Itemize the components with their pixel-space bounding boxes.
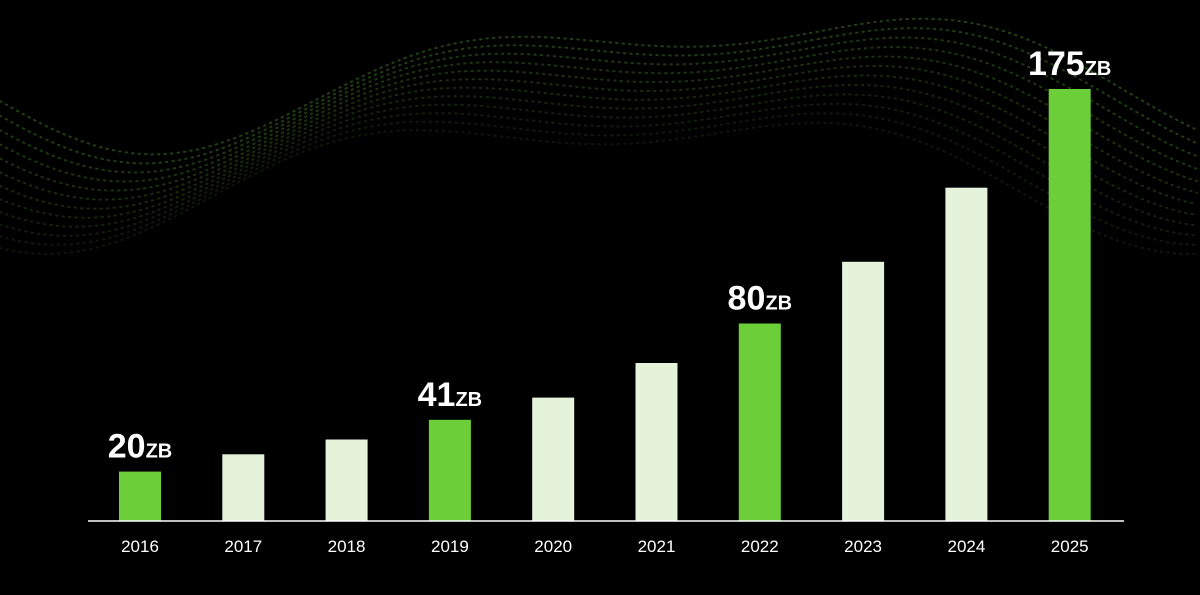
data-label-number: 80	[728, 280, 766, 318]
bars-group	[119, 89, 1091, 521]
data-label-2025: 175ZB	[1028, 45, 1111, 83]
bar-2021	[635, 363, 678, 521]
data-label-unit: ZB	[1085, 58, 1112, 80]
wave-dot-line	[0, 46, 1198, 183]
data-label-number: 41	[418, 376, 456, 414]
dotted-wave-decoration	[0, 17, 1198, 255]
wave-dot-line	[0, 74, 1198, 210]
x-tick-label-2023: 2023	[844, 537, 882, 556]
wave-dot-line	[0, 121, 1198, 255]
bar-2019	[428, 419, 471, 521]
data-label-2016: 20ZB	[108, 428, 173, 466]
wave-dot-line	[0, 55, 1198, 192]
x-tick-label-2020: 2020	[534, 537, 572, 556]
bar-2023	[842, 261, 885, 521]
data-label-2022: 80ZB	[728, 280, 793, 318]
data-label-number: 20	[108, 428, 146, 466]
bar-2017	[222, 454, 265, 521]
x-tick-label-2021: 2021	[638, 537, 676, 556]
data-label-unit: ZB	[765, 293, 792, 315]
x-tick-label-2022: 2022	[741, 537, 779, 556]
wave-dot-line	[0, 112, 1198, 246]
x-tick-label-2024: 2024	[947, 537, 985, 556]
data-label-number: 175	[1028, 45, 1085, 83]
x-tick-label-2016: 2016	[121, 537, 159, 556]
x-tick-labels: 2016 2017 2018 2019 2020 2021 2022 2023 2024 2025	[121, 537, 1089, 556]
data-label-unit: ZB	[146, 441, 173, 463]
x-tick-label-2018: 2018	[328, 537, 366, 556]
wave-dot-line	[0, 102, 1198, 237]
bar-2025	[1048, 89, 1091, 521]
wave-dot-line	[0, 83, 1198, 219]
bar-2016	[119, 471, 161, 521]
bar-2022	[738, 323, 781, 521]
bar-2024	[945, 187, 988, 521]
x-tick-label-2025: 2025	[1051, 537, 1089, 556]
wave-dot-line	[0, 17, 1198, 156]
data-label-2019: 41ZB	[418, 376, 483, 414]
x-tick-label-2017: 2017	[224, 537, 262, 556]
x-tick-label-2019: 2019	[431, 537, 469, 556]
wave-dot-line	[0, 27, 1198, 165]
bar-2020	[532, 397, 575, 521]
bar-2018	[325, 439, 368, 521]
wave-dot-line	[0, 36, 1198, 174]
wave-dot-line	[0, 93, 1198, 228]
data-label-unit: ZB	[455, 389, 482, 411]
